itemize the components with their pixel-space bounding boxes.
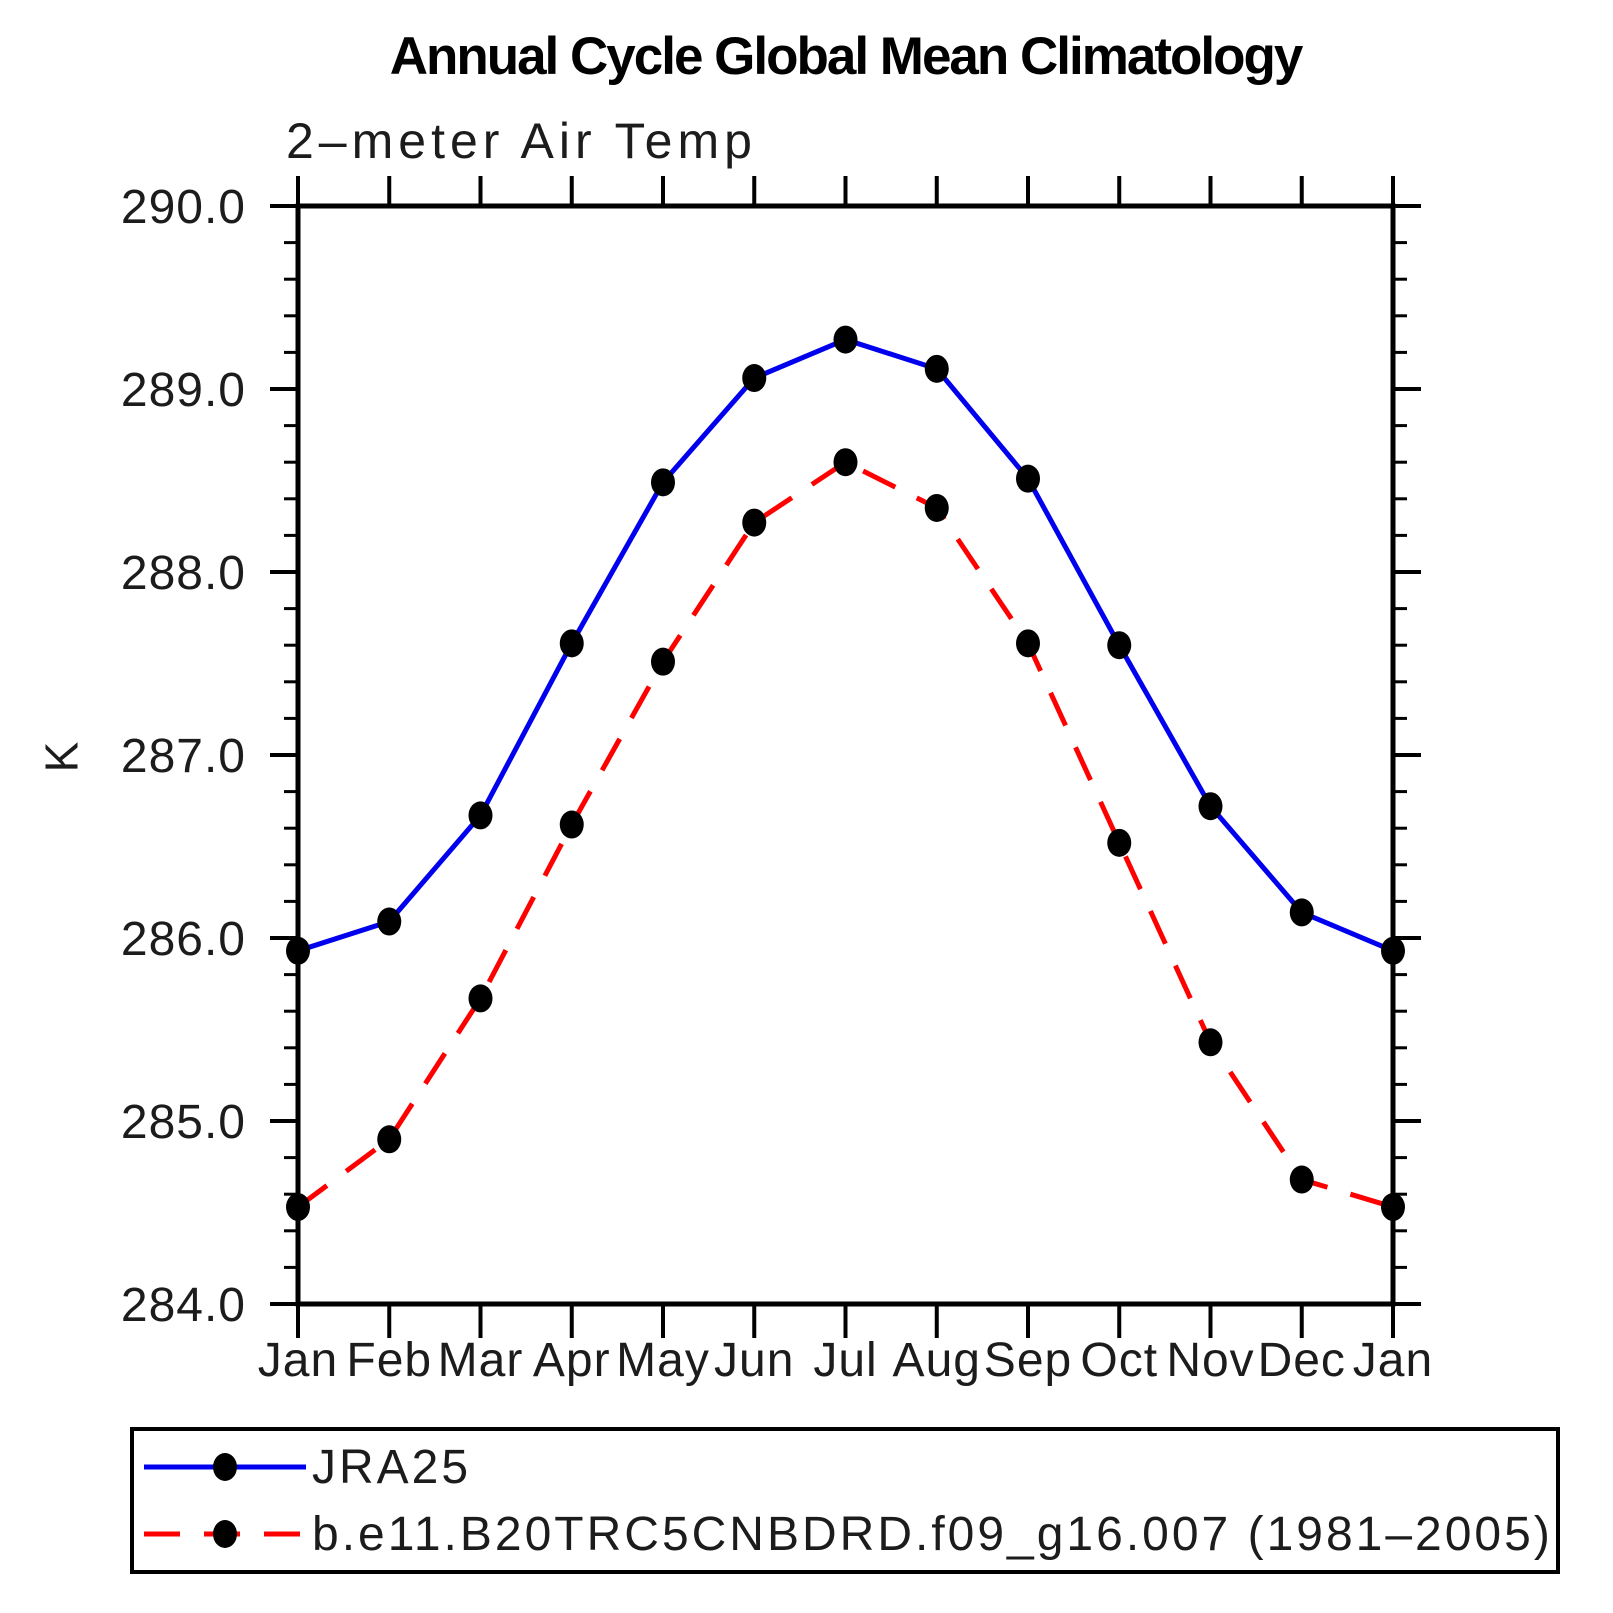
x-tick-label: Jun [714, 1334, 794, 1387]
series-1-marker [1107, 828, 1132, 857]
x-tick-label: Jul [813, 1334, 877, 1387]
y-tick-label: 284.0 [121, 1279, 246, 1332]
x-tick-label: Aug [893, 1334, 981, 1387]
series-1-marker [1016, 629, 1040, 658]
legend-marker-icon [213, 1453, 237, 1481]
x-tick-label: May [616, 1334, 710, 1387]
legend-entry-jra25: JRA25 [142, 1436, 1556, 1498]
series-1-marker [377, 1125, 402, 1154]
series-0-marker [468, 801, 493, 830]
series-1-marker [833, 448, 858, 477]
series-1-marker [468, 984, 493, 1013]
legend-entry-model: b.e11.B20TRC5CNBDRD.f09_g16.007 (1981–20… [142, 1503, 1556, 1565]
series-1-marker [286, 1193, 310, 1222]
legend-box: JRA25 b.e11.B20TRC5CNBDRD.f09_g16.007 (1… [130, 1427, 1560, 1574]
y-tick-label: 287.0 [121, 730, 246, 783]
series-0-marker [833, 325, 858, 354]
legend-sample-model [144, 1520, 306, 1548]
x-tick-label: Jan [258, 1334, 338, 1387]
x-tick-label: Nov [1166, 1334, 1254, 1387]
series-1-marker [1381, 1193, 1405, 1222]
x-tick-label: Jan [1353, 1334, 1433, 1387]
chart-subtitle: 2–meter Air Temp [286, 113, 757, 169]
series-0-marker [742, 364, 767, 393]
series-0-marker [1289, 898, 1314, 927]
series-0-marker [651, 468, 675, 497]
series-1-marker [559, 810, 584, 839]
x-tick-label: Apr [533, 1334, 611, 1387]
series-0-marker [924, 354, 949, 383]
chart-title: Annual Cycle Global Mean Climatology [389, 27, 1304, 86]
x-tick-label: Dec [1258, 1334, 1346, 1387]
legend-label-model: b.e11.B20TRC5CNBDRD.f09_g16.007 (1981–20… [312, 1507, 1553, 1561]
y-tick-label: 286.0 [121, 913, 246, 966]
y-tick-label: 285.0 [121, 1096, 246, 1149]
legend-marker-icon [213, 1520, 237, 1548]
axes-frame [295, 203, 1396, 1307]
legend-label-jra25: JRA25 [312, 1440, 472, 1494]
series-0-marker [377, 907, 402, 936]
x-tick-label: Mar [438, 1334, 524, 1387]
series-1-marker [924, 493, 949, 522]
series-1-marker [1198, 1028, 1223, 1057]
series-1-marker [1289, 1165, 1314, 1194]
series-1-marker [742, 508, 767, 537]
y-tick-label: 290.0 [121, 181, 246, 234]
x-tick-label: Oct [1080, 1334, 1158, 1387]
series-0-marker [1381, 936, 1405, 965]
y-tick-label: 288.0 [121, 547, 246, 600]
series-0-marker [1107, 631, 1132, 660]
series-1-marker [651, 647, 675, 676]
x-tick-label: Feb [346, 1334, 432, 1387]
y-tick-label: 289.0 [121, 364, 246, 417]
series-0-marker [286, 936, 310, 965]
x-tick-label: Sep [984, 1334, 1072, 1387]
series-0-marker [1198, 792, 1223, 821]
series-line-0 [297, 336, 1394, 954]
series-0-marker [1016, 464, 1040, 493]
legend-sample-jra25 [144, 1453, 306, 1481]
series-0-marker [559, 629, 584, 658]
